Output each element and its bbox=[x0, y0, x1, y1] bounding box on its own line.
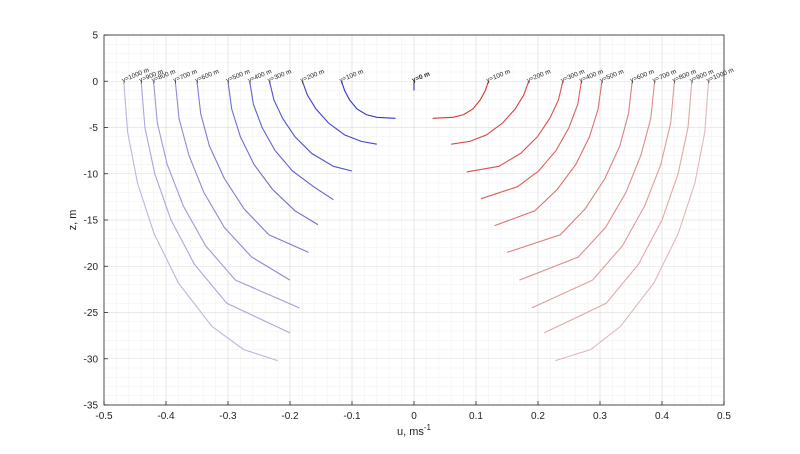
y-tick-label: -20 bbox=[84, 262, 99, 273]
profile-line-positive bbox=[543, 81, 693, 334]
x-axis-label-text: u, ms bbox=[397, 426, 424, 438]
profile-line-negative bbox=[340, 81, 396, 119]
profile-line-positive bbox=[480, 81, 582, 200]
y-tick-label: -25 bbox=[84, 308, 99, 319]
profile-line-negative bbox=[123, 81, 278, 362]
x-axis-ticks: -0.5 -0.4 -0.3 -0.2 -0.1 0 0.1 0.2 0.3 0.4 0.5 bbox=[95, 401, 731, 422]
x-tick-label: 0.5 bbox=[717, 411, 731, 422]
x-tick-label: 0.4 bbox=[655, 411, 669, 422]
y-tick-label: 0 bbox=[92, 77, 98, 88]
profile-line-positive bbox=[506, 81, 633, 253]
profile-line-positive bbox=[555, 81, 710, 362]
y-tick-label: -15 bbox=[84, 216, 99, 227]
y-axis-label: z, m bbox=[67, 210, 79, 231]
x-tick-label: 0.3 bbox=[593, 411, 607, 422]
x-tick-label: -0.3 bbox=[219, 411, 237, 422]
x-axis-label: u, ms-1 bbox=[397, 423, 432, 438]
y-tick-label: -5 bbox=[89, 123, 98, 134]
y-tick-label: -35 bbox=[84, 401, 99, 412]
x-tick-label: -0.2 bbox=[281, 411, 299, 422]
profile-line-negative bbox=[196, 81, 309, 253]
profile-line-negative bbox=[227, 81, 319, 226]
profile-line-negative bbox=[301, 81, 377, 145]
profile-line-positive bbox=[531, 81, 675, 309]
profile-line-negative bbox=[140, 81, 291, 334]
x-tick-label: 0.2 bbox=[531, 411, 545, 422]
x-tick-label: -0.4 bbox=[157, 411, 175, 422]
x-axis-label-superscript: -1 bbox=[424, 423, 432, 432]
profile-line-positive bbox=[451, 81, 530, 145]
x-tick-label: -0.1 bbox=[343, 411, 361, 422]
profile-line-positive bbox=[494, 81, 603, 227]
profile-line-positive bbox=[466, 81, 564, 173]
profile-line-negative bbox=[268, 81, 353, 172]
y-tick-label: -30 bbox=[84, 354, 99, 365]
profile-line-negative bbox=[249, 81, 334, 201]
y-tick-label: -10 bbox=[84, 169, 99, 180]
profile-line-positive bbox=[519, 81, 656, 281]
profile-line-positive bbox=[432, 81, 489, 119]
x-tick-label: 0 bbox=[411, 411, 417, 422]
profile-curves bbox=[123, 81, 710, 362]
profile-line-negative bbox=[153, 81, 300, 309]
x-tick-label: 0.1 bbox=[469, 411, 483, 422]
y-axis-ticks: 5 0 -5 -10 -15 -20 -25 -30 -35 bbox=[84, 31, 108, 412]
x-tick-label: -0.5 bbox=[95, 411, 113, 422]
y-tick-label: 5 bbox=[92, 31, 98, 42]
profile-line-negative bbox=[174, 81, 291, 281]
